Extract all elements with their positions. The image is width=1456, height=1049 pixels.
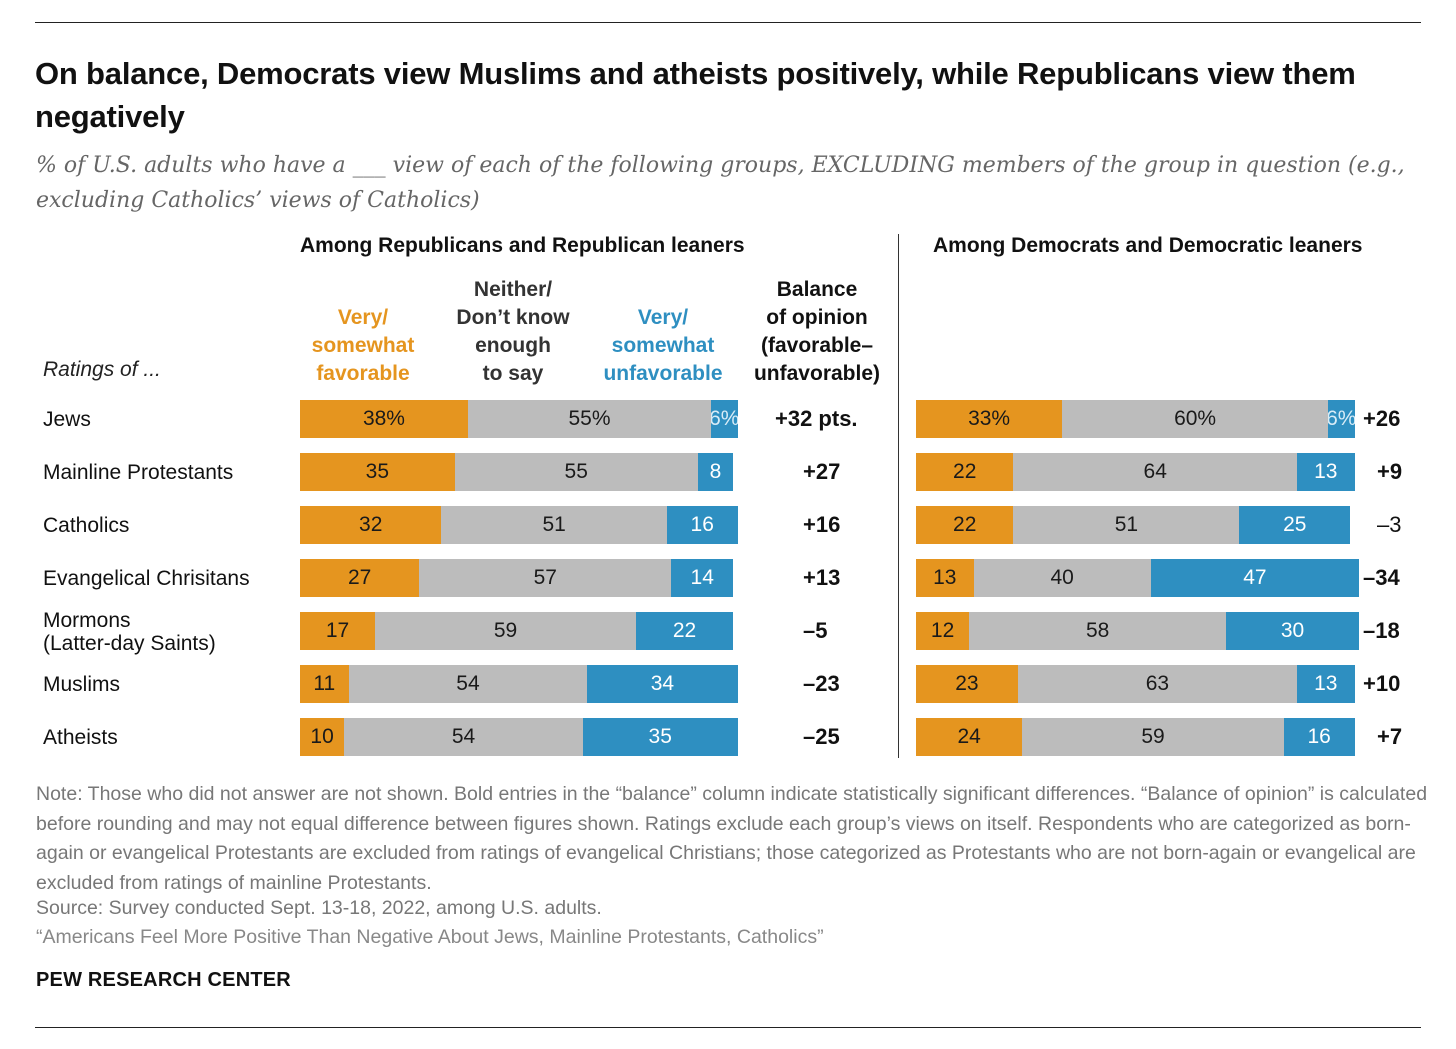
balance-value-republicans: –23 — [803, 671, 840, 696]
column-header-unfavorable: Very/ somewhat unfavorable — [603, 306, 723, 385]
column-header-balance: Balance of opinion (favorable– unfavorab… — [753, 278, 881, 385]
bar-segment-favorable: 17 — [300, 612, 376, 650]
bar-segment-favorable: 10 — [300, 718, 345, 756]
bar-segment-favorable: 33% — [916, 400, 1063, 438]
bar-segment-unfavorable: 22 — [635, 612, 734, 650]
row-label: Catholics — [43, 514, 130, 537]
bar-segment-favorable: 13 — [916, 559, 974, 597]
column-header-favorable: Very/ somewhat favorable — [311, 306, 415, 385]
bar-segment-favorable: 32 — [300, 506, 442, 544]
balance-value-republicans: –5 — [803, 618, 828, 643]
bar-segment-neither: 51 — [1013, 506, 1240, 544]
row-label: Atheists — [43, 726, 118, 749]
bar-segment-favorable: 22 — [916, 453, 1014, 491]
bar-segment-neither: 55 — [454, 453, 698, 491]
panel-title-republicans: Among Republicans and Republican leaners — [300, 234, 745, 257]
bar-segment-favorable: 12 — [916, 612, 970, 650]
bar-segment-unfavorable: 13 — [1296, 665, 1355, 703]
bar-segment-favorable: 27 — [300, 559, 420, 597]
balance-value-democrats: +10 — [1363, 671, 1401, 696]
balance-value-democrats: –3 — [1377, 512, 1402, 537]
bar-segment-unfavorable: 14 — [671, 559, 734, 597]
report-title: “Americans Feel More Positive Than Negat… — [36, 926, 824, 948]
column-header-neither: Neither/ Don’t know enough to say — [456, 278, 570, 385]
chart-source: Source: Survey conducted Sept. 13-18, 20… — [36, 897, 602, 919]
bar-segment-neither: 54 — [344, 718, 583, 756]
balance-value-republicans: +27 — [803, 459, 841, 484]
bottom-rule — [35, 1027, 1421, 1028]
chart-title: On balance, Democrats view Muslims and a… — [35, 56, 1356, 134]
bar-segment-unfavorable: 47 — [1150, 559, 1359, 597]
bar-segment-neither: 59 — [1022, 718, 1284, 756]
bar-segment-unfavorable: 16 — [666, 506, 738, 544]
row-label: Jews — [43, 408, 91, 431]
row-label: Evangelical Chrisitans — [43, 567, 250, 590]
bar-segment-unfavorable: 34 — [587, 665, 738, 703]
bar-segment-unfavorable: 13 — [1296, 453, 1355, 491]
bar-segment-favorable: 23 — [916, 665, 1018, 703]
balance-value-democrats: +7 — [1377, 724, 1403, 749]
bar-segment-neither: 54 — [348, 665, 588, 703]
brand-name: PEW RESEARCH CENTER — [36, 969, 291, 991]
bar-segment-neither: 63 — [1017, 665, 1297, 703]
bar-segment-neither: 57 — [419, 559, 672, 597]
bar-segment-neither: 40 — [973, 559, 1151, 597]
bar-segment-unfavorable: 16 — [1283, 718, 1355, 756]
balance-value-democrats: +9 — [1377, 459, 1403, 484]
balance-value-republicans: +16 — [803, 512, 841, 537]
bar-segment-unfavorable: 25 — [1239, 506, 1351, 544]
bar-segment-neither: 59 — [375, 612, 636, 650]
chart-subtitle: % of U.S. adults who have a ___ view of … — [36, 153, 1405, 213]
balance-value-republicans: –25 — [803, 724, 840, 749]
bar-segment-favorable: 22 — [916, 506, 1014, 544]
balance-value-republicans: +32 pts. — [775, 406, 858, 431]
bar-segment-neither: 55% — [467, 400, 712, 438]
bar-segment-unfavorable: 6% — [711, 400, 738, 438]
bar-segment-favorable: 35 — [300, 453, 455, 491]
ratings-of-label: Ratings of ... — [43, 358, 161, 381]
bar-segment-neither: 58 — [969, 612, 1227, 650]
bar-segment-unfavorable: 30 — [1226, 612, 1359, 650]
bar-segment-unfavorable: 6% — [1327, 400, 1355, 438]
balance-value-democrats: –18 — [1363, 618, 1400, 643]
bar-segment-favorable: 11 — [300, 665, 349, 703]
row-label: Mainline Protestants — [43, 461, 234, 484]
bar-segment-unfavorable: 8 — [697, 453, 734, 491]
row-label: Muslims — [43, 673, 120, 696]
bar-segment-favorable: 24 — [916, 718, 1023, 756]
balance-value-republicans: +13 — [803, 565, 841, 590]
top-rule — [35, 22, 1421, 23]
bar-segment-favorable: 38% — [300, 400, 468, 438]
panel-divider — [898, 234, 899, 758]
balance-value-democrats: –34 — [1363, 565, 1400, 590]
chart-note: Note: Those who did not answer are not s… — [36, 783, 1428, 894]
row-label: Mormons (Latter-day Saints) — [43, 609, 216, 655]
balance-value-democrats: +26 — [1363, 406, 1401, 431]
bar-segment-neither: 51 — [441, 506, 667, 544]
bar-segment-neither: 64 — [1013, 453, 1297, 491]
bar-segment-neither: 60% — [1062, 400, 1328, 438]
panel-title-democrats: Among Democrats and Democratic leaners — [933, 234, 1363, 257]
bar-segment-unfavorable: 35 — [582, 718, 738, 756]
